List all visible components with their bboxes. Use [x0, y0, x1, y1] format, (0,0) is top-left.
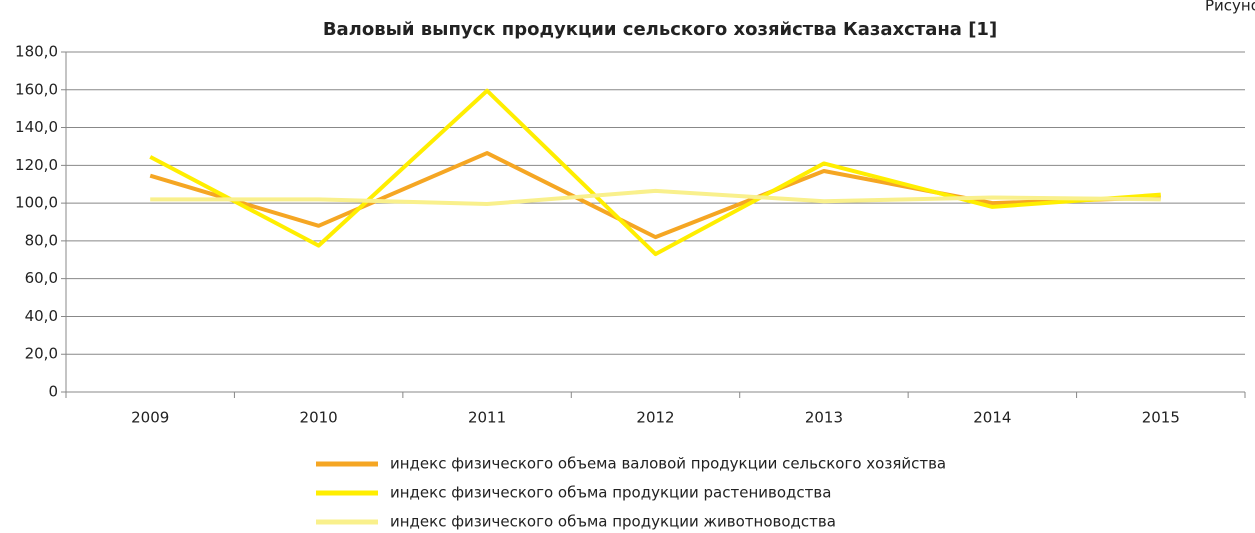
x-tick-label: 2009	[131, 409, 169, 427]
x-tick-label: 2013	[805, 409, 843, 427]
x-tick-label: 2010	[300, 409, 338, 427]
y-tick-label: 60,0	[25, 269, 58, 287]
legend-label: индекс физического объма продукции живот…	[390, 513, 836, 531]
y-tick-label: 20,0	[25, 345, 58, 363]
chart-title: Валовый выпуск продукции сельского хозяй…	[323, 19, 997, 40]
y-tick-label: 180,0	[15, 43, 58, 61]
legend-label: индекс физического объема валовой продук…	[390, 455, 946, 473]
y-tick-label: 140,0	[15, 118, 58, 136]
y-tick-label: 80,0	[25, 231, 58, 249]
y-tick-label: 160,0	[15, 80, 58, 98]
line-series	[150, 188, 1161, 207]
line-series	[149, 151, 1161, 240]
x-tick-label: 2014	[973, 409, 1011, 427]
x-tick-label: 2011	[468, 409, 506, 427]
line-series	[149, 88, 1161, 257]
annotation: Рисунок	[1205, 0, 1255, 15]
y-tick-label: 100,0	[15, 194, 58, 212]
x-tick-label: 2015	[1142, 409, 1180, 427]
y-tick-label: 0	[48, 383, 58, 401]
y-tick-label: 40,0	[25, 307, 58, 325]
y-tick-label: 120,0	[15, 156, 58, 174]
x-tick-label: 2012	[636, 409, 674, 427]
legend-label: индекс физического объма продукции расте…	[390, 484, 831, 502]
